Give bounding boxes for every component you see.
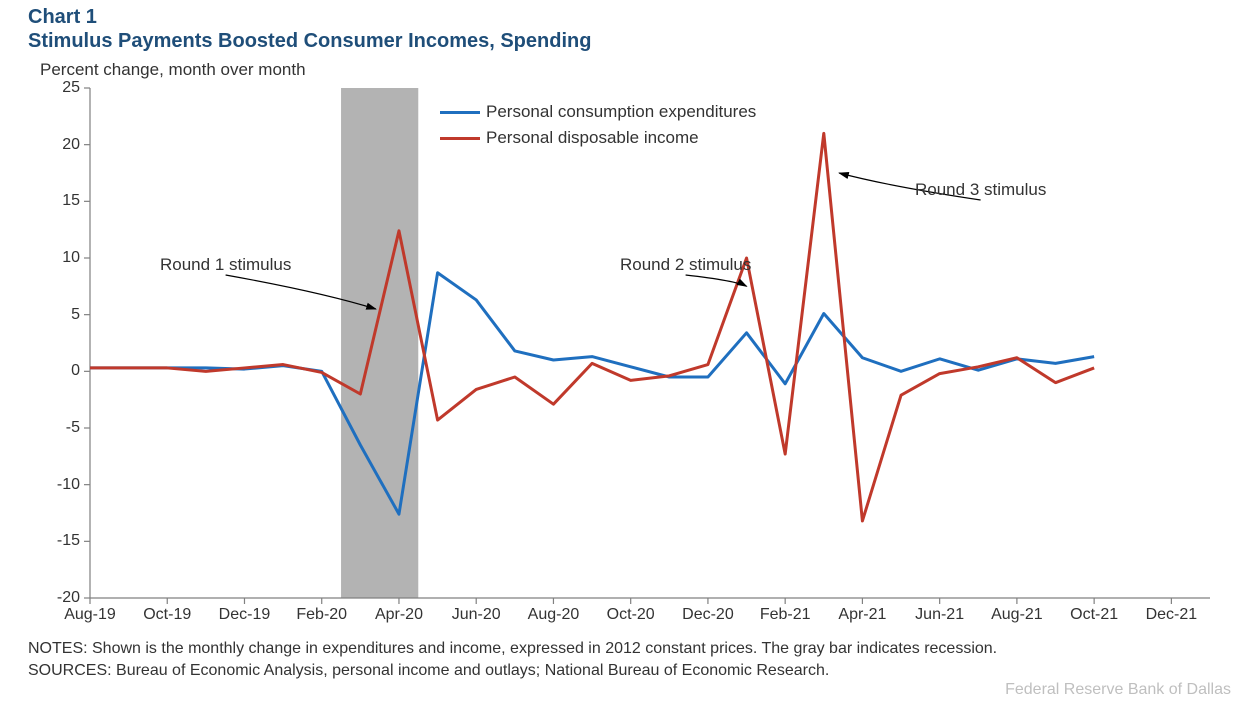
x-tick-label: Oct-20 bbox=[607, 606, 655, 624]
legend-swatch bbox=[440, 137, 480, 140]
legend-label: Personal consumption expenditures bbox=[486, 102, 756, 121]
notes-line: NOTES: Shown is the monthly change in ex… bbox=[28, 640, 997, 658]
x-tick-label: Jun-21 bbox=[915, 606, 964, 624]
legend-item: Personal consumption expenditures bbox=[440, 102, 756, 122]
y-tick-label: -15 bbox=[40, 532, 80, 550]
y-tick-label: 20 bbox=[40, 136, 80, 154]
legend-swatch bbox=[440, 111, 480, 114]
x-tick-label: Dec-20 bbox=[682, 606, 734, 624]
annotation-label: Round 3 stimulus bbox=[915, 180, 1046, 200]
chart-plot bbox=[0, 0, 1240, 628]
x-tick-label: Feb-21 bbox=[760, 606, 811, 624]
x-tick-label: Aug-20 bbox=[528, 606, 580, 624]
x-tick-label: Aug-21 bbox=[991, 606, 1043, 624]
legend-item: Personal disposable income bbox=[440, 128, 699, 148]
x-tick-label: Feb-20 bbox=[296, 606, 347, 624]
y-tick-label: -5 bbox=[40, 419, 80, 437]
chart-page: Chart 1 Stimulus Payments Boosted Consum… bbox=[0, 0, 1247, 707]
annotation-label: Round 2 stimulus bbox=[620, 255, 751, 275]
x-tick-label: Apr-21 bbox=[838, 606, 886, 624]
sources-line: SOURCES: Bureau of Economic Analysis, pe… bbox=[28, 662, 829, 680]
attribution: Federal Reserve Bank of Dallas bbox=[1005, 681, 1231, 699]
y-tick-label: 5 bbox=[40, 306, 80, 324]
y-tick-label: 10 bbox=[40, 249, 80, 267]
y-tick-label: 0 bbox=[40, 362, 80, 380]
x-tick-label: Dec-21 bbox=[1146, 606, 1198, 624]
x-tick-label: Oct-19 bbox=[143, 606, 191, 624]
y-tick-label: -10 bbox=[40, 476, 80, 494]
x-tick-label: Jun-20 bbox=[452, 606, 501, 624]
x-tick-label: Dec-19 bbox=[219, 606, 271, 624]
y-tick-label: 25 bbox=[40, 79, 80, 97]
x-tick-label: Oct-21 bbox=[1070, 606, 1118, 624]
y-tick-label: 15 bbox=[40, 192, 80, 210]
x-tick-label: Aug-19 bbox=[64, 606, 116, 624]
y-tick-label: -20 bbox=[40, 589, 80, 607]
x-tick-label: Apr-20 bbox=[375, 606, 423, 624]
legend-label: Personal disposable income bbox=[486, 128, 699, 147]
annotation-label: Round 1 stimulus bbox=[160, 255, 291, 275]
